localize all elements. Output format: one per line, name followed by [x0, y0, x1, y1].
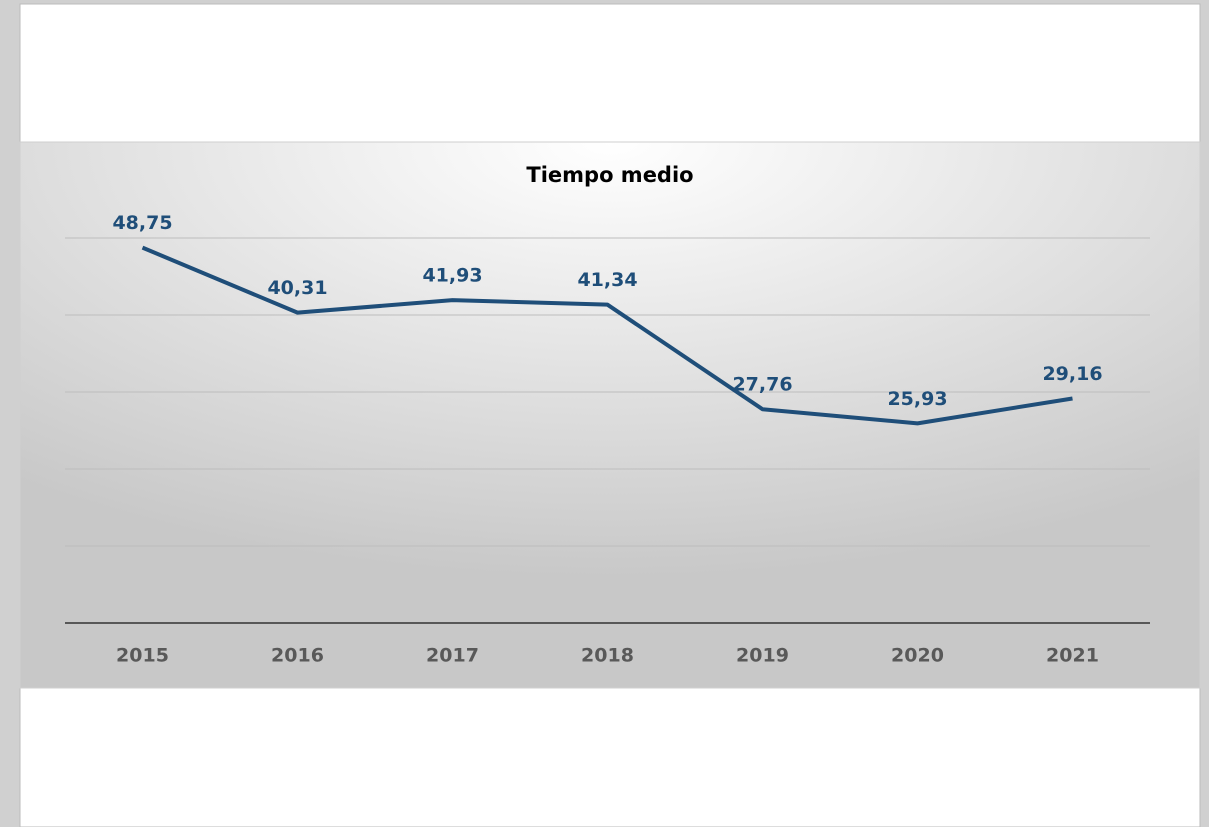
data-label: 41,34 — [577, 269, 637, 291]
x-tick-label: 2015 — [116, 645, 169, 667]
x-tick-label: 2018 — [581, 645, 634, 667]
data-label: 25,93 — [887, 388, 947, 410]
x-tick-label: 2020 — [891, 645, 944, 667]
x-tick-label: 2017 — [426, 645, 479, 667]
x-tick-label: 2016 — [271, 645, 324, 667]
data-label: 48,75 — [112, 212, 172, 234]
x-tick-label: 2021 — [1046, 645, 1099, 667]
chart-area — [19, 141, 1201, 689]
data-label: 27,76 — [732, 374, 792, 396]
x-tick-label: 2019 — [736, 645, 789, 667]
data-label: 29,16 — [1042, 363, 1102, 385]
data-label: 41,93 — [422, 265, 482, 287]
chart-title: Tiempo medio — [526, 163, 693, 187]
data-label: 40,31 — [267, 277, 327, 299]
data-line — [141, 245, 1073, 426]
